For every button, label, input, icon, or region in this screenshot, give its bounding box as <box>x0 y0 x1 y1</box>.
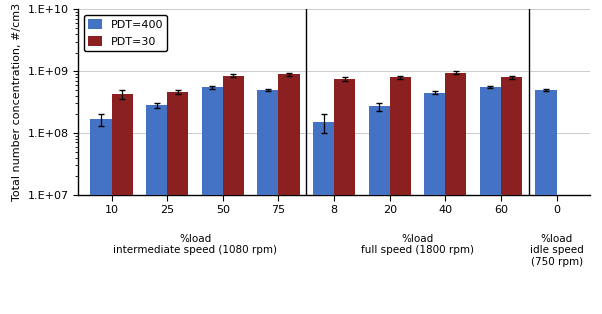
Bar <box>535 90 557 314</box>
Bar <box>389 77 411 314</box>
Y-axis label: Total number concentration, #/cm3: Total number concentration, #/cm3 <box>12 3 22 201</box>
Bar <box>313 122 334 314</box>
Bar <box>223 76 244 314</box>
Bar <box>90 120 111 314</box>
Bar <box>501 77 522 314</box>
Bar <box>334 79 355 314</box>
Text: %load
idle speed
(750 rpm): %load idle speed (750 rpm) <box>530 234 583 267</box>
Bar <box>111 94 133 314</box>
Bar <box>424 93 445 314</box>
Bar <box>202 87 223 314</box>
Bar <box>146 105 167 314</box>
Bar <box>480 87 501 314</box>
Bar <box>445 73 467 314</box>
Bar <box>258 90 279 314</box>
Legend: PDT=400, PDT=30: PDT=400, PDT=30 <box>84 15 167 51</box>
Bar <box>167 92 188 314</box>
Bar <box>368 106 389 314</box>
Text: %load
full speed (1800 rpm): %load full speed (1800 rpm) <box>361 234 474 255</box>
Text: %load
intermediate speed (1080 rpm): %load intermediate speed (1080 rpm) <box>113 234 277 255</box>
Bar <box>279 74 300 314</box>
